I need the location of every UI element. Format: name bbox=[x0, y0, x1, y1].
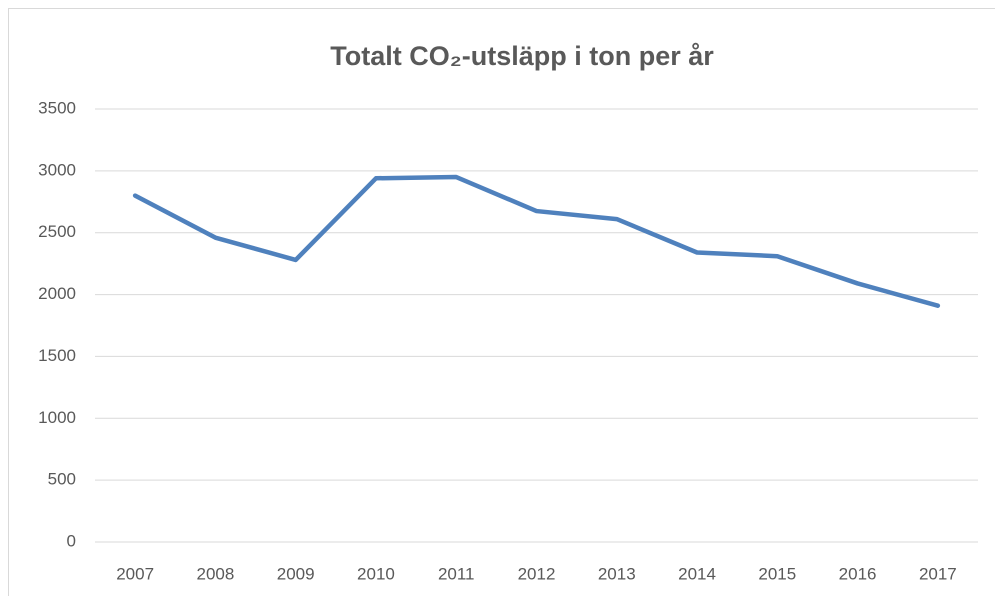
y-tick-label: 1500 bbox=[38, 346, 76, 365]
x-tick-label: 2009 bbox=[277, 564, 315, 583]
x-tick-label: 2013 bbox=[598, 564, 636, 583]
x-tick-label: 2010 bbox=[357, 564, 395, 583]
x-tick-label: 2015 bbox=[758, 564, 796, 583]
x-tick-label: 2008 bbox=[196, 564, 234, 583]
x-tick-label: 2017 bbox=[919, 564, 957, 583]
x-tick-label: 2007 bbox=[116, 564, 154, 583]
y-tick-label: 500 bbox=[48, 470, 76, 489]
x-tick-label: 2014 bbox=[678, 564, 716, 583]
x-tick-label: 2016 bbox=[839, 564, 877, 583]
y-tick-label: 0 bbox=[67, 531, 76, 550]
y-tick-label: 2500 bbox=[38, 222, 76, 241]
y-tick-label: 3000 bbox=[38, 160, 76, 179]
x-tick-label: 2011 bbox=[438, 564, 475, 583]
x-tick-label: 2012 bbox=[518, 564, 556, 583]
chart-title: Totalt CO₂-utsläpp i ton per år bbox=[330, 41, 714, 71]
y-tick-label: 2000 bbox=[38, 284, 76, 303]
y-tick-label: 1000 bbox=[38, 408, 76, 427]
chart-frame bbox=[9, 9, 995, 597]
y-tick-label: 3500 bbox=[38, 98, 76, 117]
